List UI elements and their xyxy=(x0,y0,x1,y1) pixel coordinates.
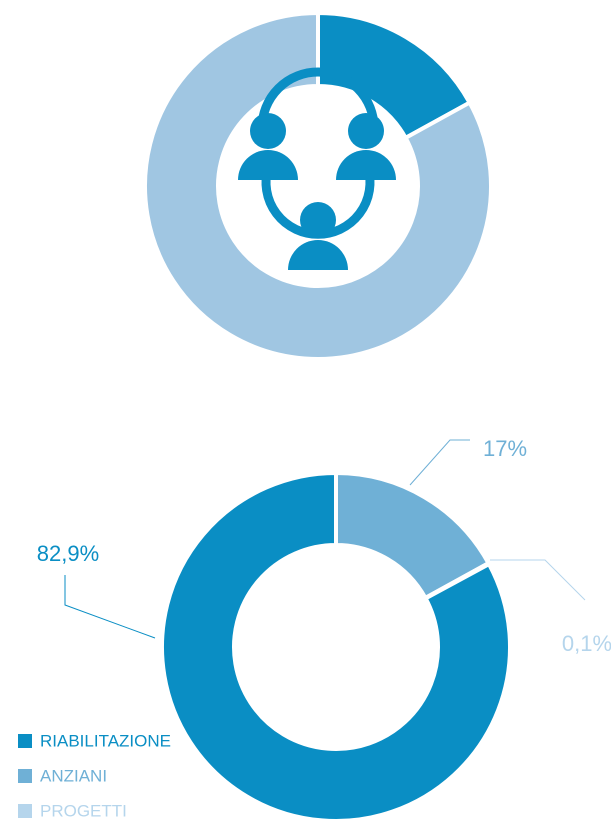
data-label: 82,9% xyxy=(37,541,99,566)
leader-line xyxy=(409,439,470,486)
leader-line xyxy=(64,575,156,639)
legend-label: PROGETTI xyxy=(40,801,127,820)
legend-swatch xyxy=(18,734,32,748)
icon-head xyxy=(348,113,384,149)
legend-swatch xyxy=(18,769,32,783)
people-icon xyxy=(238,67,396,270)
legend-label: ANZIANI xyxy=(40,766,107,785)
leader-line xyxy=(490,559,586,601)
icon-head xyxy=(300,202,336,238)
icon-ring-top xyxy=(257,67,379,129)
legend-label: RIABILITAZIONE xyxy=(40,731,171,750)
legend-swatch xyxy=(18,804,32,818)
icon-body xyxy=(336,150,396,180)
data-label: 17% xyxy=(483,436,527,461)
icon-head xyxy=(250,113,286,149)
donut-segment xyxy=(160,470,512,820)
icon-body xyxy=(288,240,348,270)
data-label: 0,1% xyxy=(562,631,611,656)
donut-segment xyxy=(143,10,493,361)
icon-body xyxy=(238,150,298,180)
